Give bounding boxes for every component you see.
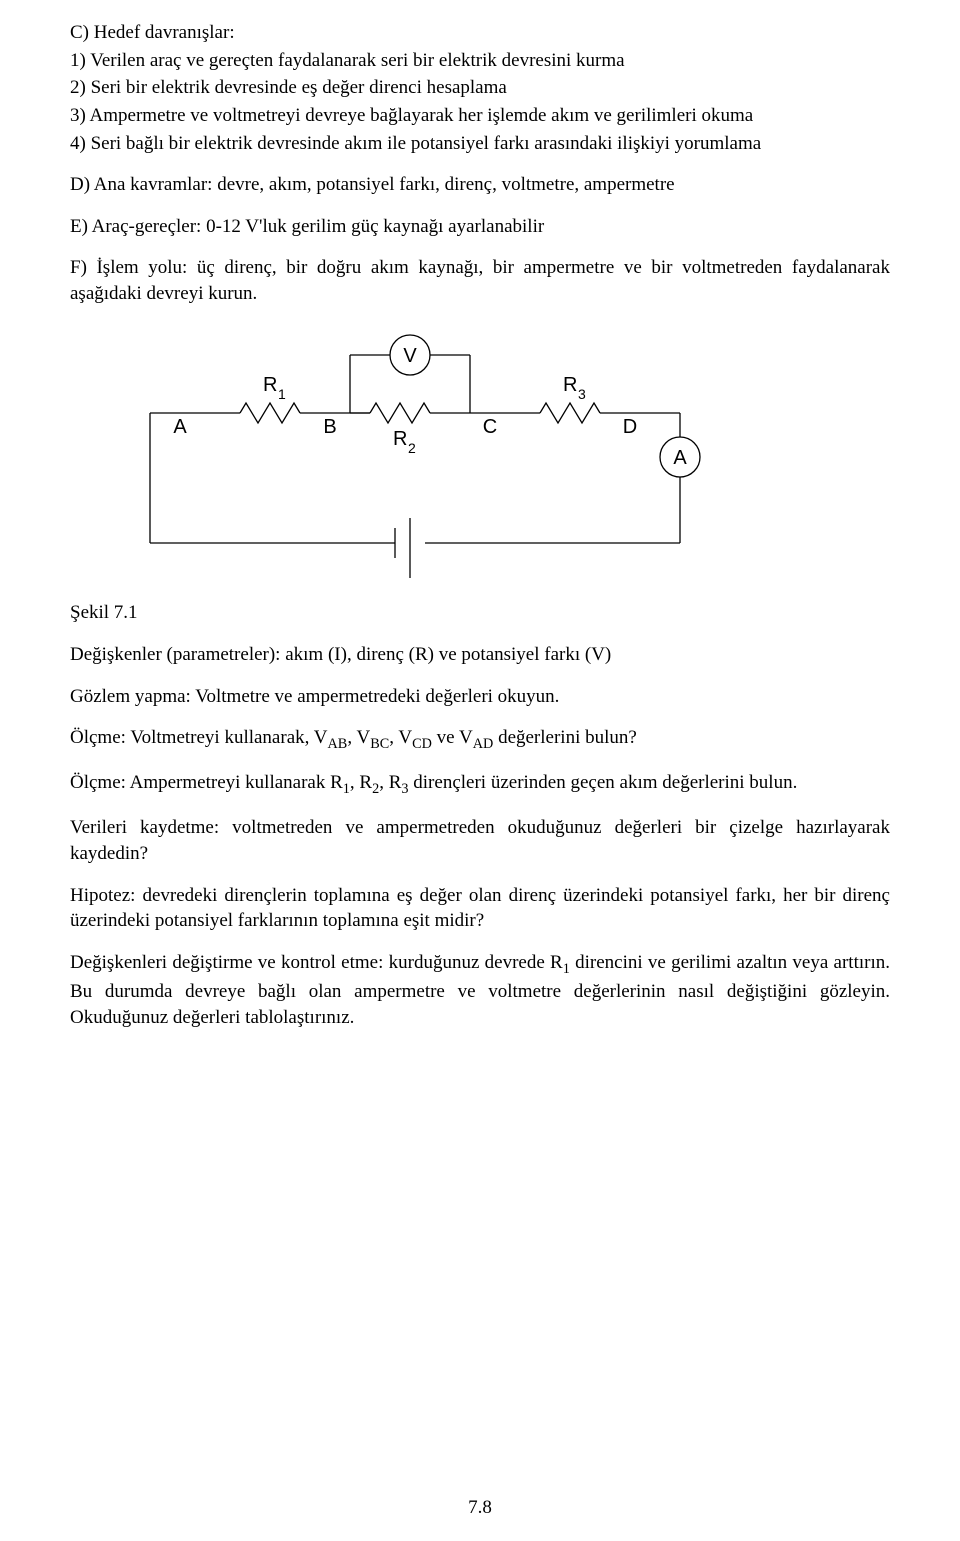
node-d-label: D bbox=[623, 416, 637, 438]
p4-m2: , R bbox=[379, 772, 401, 793]
p3-s2: BC bbox=[370, 736, 389, 752]
p3-pre: Ölçme: Voltmetreyi kullanarak, V bbox=[70, 727, 328, 748]
node-a-label: A bbox=[173, 416, 187, 438]
paragraph-change-control: Değişkenleri değiştirme ve kontrol etme:… bbox=[70, 950, 890, 1030]
paragraph-measure-volt: Ölçme: Voltmetreyi kullanarak, VAB, VBC,… bbox=[70, 725, 890, 754]
section-c-item-1: 1) Verilen araç ve gereçten faydalanarak… bbox=[70, 48, 890, 74]
p4-s1: 1 bbox=[343, 781, 350, 797]
paragraph-observe: Gözlem yapma: Voltmetre ve ampermetredek… bbox=[70, 684, 890, 710]
section-d-text: D) Ana kavramlar: devre, akım, potansiye… bbox=[70, 172, 890, 198]
p3-m2: , V bbox=[389, 727, 412, 748]
r3-sub: 3 bbox=[578, 386, 586, 402]
voltmeter-label: V bbox=[403, 345, 417, 367]
p3-s1: AB bbox=[328, 736, 348, 752]
section-c-item-4: 4) Seri bağlı bir elektrik devresinde ak… bbox=[70, 131, 890, 157]
p7-s1: 1 bbox=[563, 961, 570, 977]
figure-caption: Şekil 7.1 bbox=[70, 600, 890, 626]
paragraph-variables: Değişkenler (parametreler): akım (I), di… bbox=[70, 642, 890, 668]
paragraph-record: Verileri kaydetme: voltmetreden ve amper… bbox=[70, 815, 890, 866]
section-c-title: C) Hedef davranışlar: bbox=[70, 20, 890, 46]
p3-s4: AD bbox=[473, 736, 494, 752]
p4-post: dirençleri üzerinden geçen akım değerler… bbox=[409, 772, 798, 793]
r2-label: R bbox=[393, 428, 407, 450]
section-e-text: E) Araç-gereçler: 0-12 V'luk gerilim güç… bbox=[70, 214, 890, 240]
p3-m1: , V bbox=[347, 727, 370, 748]
circuit-diagram: V A bbox=[120, 323, 720, 591]
p4-pre: Ölçme: Ampermetreyi kullanarak R bbox=[70, 772, 343, 793]
r2-sub: 2 bbox=[408, 440, 416, 456]
ammeter-label: A bbox=[673, 447, 687, 469]
section-c-item-2: 2) Seri bir elektrik devresinde eş değer… bbox=[70, 75, 890, 101]
paragraph-hypothesis: Hipotez: devredeki dirençlerin toplamına… bbox=[70, 883, 890, 934]
node-c-label: C bbox=[483, 416, 497, 438]
paragraph-measure-amp: Ölçme: Ampermetreyi kullanarak R1, R2, R… bbox=[70, 770, 890, 799]
p3-m3: ve V bbox=[432, 727, 473, 748]
r3-label: R bbox=[563, 374, 577, 396]
section-c-item-3: 3) Ampermetre ve voltmetreyi devreye bağ… bbox=[70, 103, 890, 129]
p4-s3: 3 bbox=[401, 781, 408, 797]
page-number: 7.8 bbox=[0, 1495, 960, 1521]
node-b-label: B bbox=[323, 416, 336, 438]
p4-m1: , R bbox=[350, 772, 372, 793]
p3-s3: CD bbox=[412, 736, 432, 752]
p7-pre: Değişkenleri değiştirme ve kontrol etme:… bbox=[70, 952, 563, 973]
p3-post: değerlerini bulun? bbox=[493, 727, 637, 748]
r1-sub: 1 bbox=[278, 386, 286, 402]
section-f-text: F) İşlem yolu: üç direnç, bir doğru akım… bbox=[70, 255, 890, 306]
r1-label: R bbox=[263, 374, 277, 396]
